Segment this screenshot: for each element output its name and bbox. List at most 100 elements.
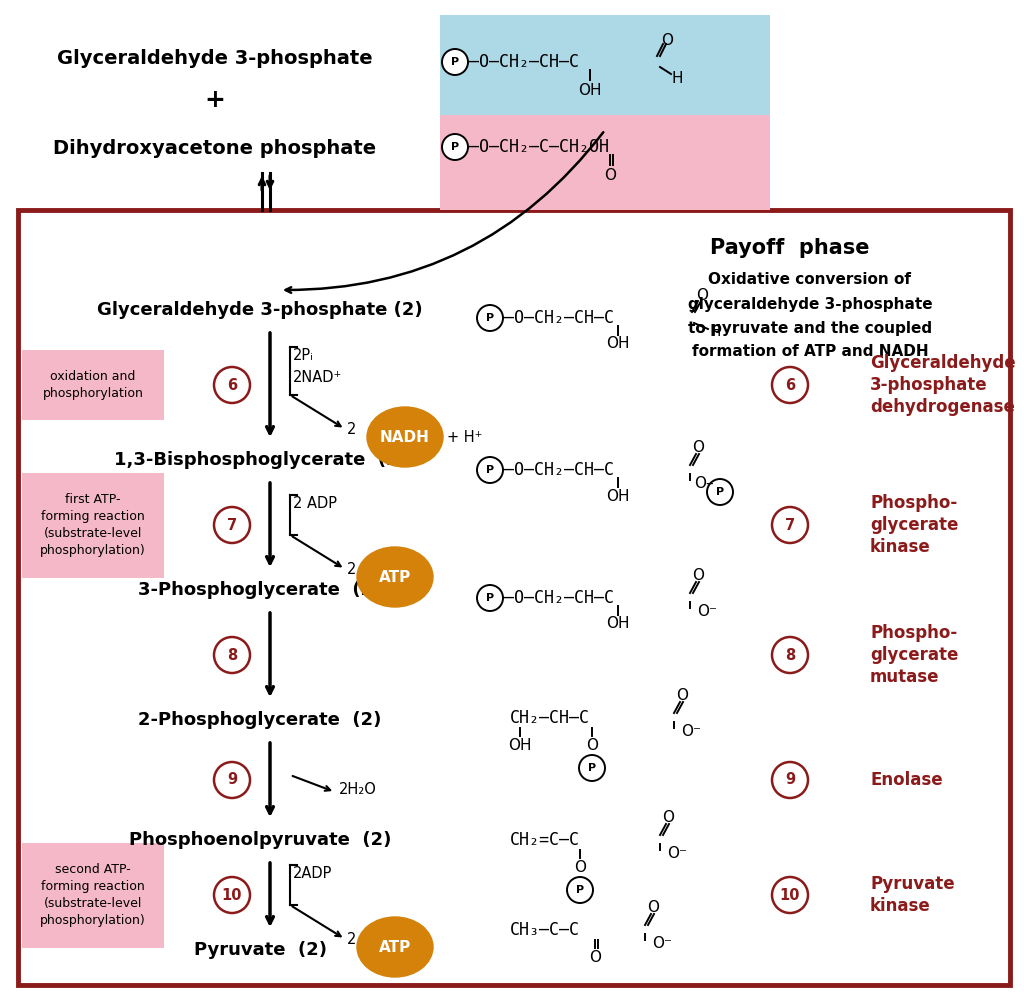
Text: –O–CH₂–C–CH₂OH: –O–CH₂–C–CH₂OH: [469, 138, 609, 156]
Text: H: H: [672, 71, 683, 86]
Text: OH: OH: [606, 617, 630, 632]
Text: P: P: [716, 487, 724, 497]
Circle shape: [772, 762, 808, 798]
Text: 3-Phosphoglycerate  (2): 3-Phosphoglycerate (2): [138, 581, 382, 599]
Text: 2NAD⁺: 2NAD⁺: [293, 369, 342, 384]
Text: CH₂–CH–C: CH₂–CH–C: [510, 709, 590, 727]
Text: 2Pᵢ: 2Pᵢ: [293, 347, 313, 362]
Text: CH₃–C–C: CH₃–C–C: [510, 921, 580, 939]
Bar: [22, 473, 164, 578]
Circle shape: [477, 305, 503, 331]
Text: 2-Phosphoglycerate  (2): 2-Phosphoglycerate (2): [138, 711, 382, 729]
Circle shape: [707, 479, 733, 505]
Text: OH: OH: [606, 488, 630, 504]
Ellipse shape: [367, 407, 443, 467]
Text: + H⁺: + H⁺: [447, 429, 482, 444]
Text: O: O: [696, 288, 708, 303]
Text: O: O: [692, 569, 705, 584]
Circle shape: [772, 637, 808, 673]
Text: oxidation and
phosphorylation: oxidation and phosphorylation: [43, 370, 143, 400]
Text: P: P: [486, 465, 494, 475]
Text: O: O: [604, 168, 616, 183]
Text: O⁻: O⁻: [697, 605, 717, 620]
Circle shape: [579, 755, 605, 781]
Text: ATP: ATP: [379, 570, 411, 585]
Circle shape: [772, 507, 808, 543]
Ellipse shape: [357, 547, 433, 607]
Bar: [22, 843, 164, 948]
Text: 2ADP: 2ADP: [293, 865, 333, 880]
Circle shape: [442, 134, 468, 160]
Text: H: H: [710, 324, 721, 339]
Text: 2H₂O: 2H₂O: [339, 782, 377, 797]
Text: second ATP-
forming reaction
(substrate-level
phosphorylation): second ATP- forming reaction (substrate-…: [40, 863, 145, 927]
Text: Glyceraldehyde 3-phosphate: Glyceraldehyde 3-phosphate: [57, 49, 373, 68]
Text: glyceraldehyde 3-phosphate: glyceraldehyde 3-phosphate: [688, 296, 932, 311]
Circle shape: [214, 637, 250, 673]
Circle shape: [442, 49, 468, 75]
Text: P: P: [486, 313, 494, 323]
Text: 2: 2: [347, 931, 356, 946]
Text: 7: 7: [785, 518, 795, 533]
Circle shape: [567, 877, 593, 903]
Text: 10: 10: [779, 887, 800, 902]
Text: 8: 8: [227, 648, 238, 663]
Text: 1,3-Bisphosphoglycerate  (2): 1,3-Bisphosphoglycerate (2): [114, 451, 407, 469]
Text: O: O: [647, 900, 659, 915]
Text: Enolase: Enolase: [870, 771, 943, 789]
Circle shape: [772, 367, 808, 403]
Text: O⁻: O⁻: [652, 936, 672, 951]
Text: O: O: [692, 440, 705, 455]
Text: ATP: ATP: [379, 939, 411, 954]
Text: Dihydroxyacetone phosphate: Dihydroxyacetone phosphate: [53, 139, 377, 158]
Text: Glyceraldehyde
3-phosphate
dehydrogenase: Glyceraldehyde 3-phosphate dehydrogenase: [870, 354, 1016, 416]
Text: –O–CH₂–CH–C: –O–CH₂–CH–C: [504, 589, 614, 607]
Text: 10: 10: [222, 887, 243, 902]
Text: P: P: [486, 593, 494, 603]
Text: first ATP-
forming reaction
(substrate-level
phosphorylation): first ATP- forming reaction (substrate-l…: [40, 493, 145, 557]
Text: Phospho-
glycerate
kinase: Phospho- glycerate kinase: [870, 494, 958, 556]
Bar: [22, 350, 164, 420]
Text: 9: 9: [227, 772, 238, 787]
Text: to pyruvate and the coupled: to pyruvate and the coupled: [688, 320, 932, 335]
Text: Pyruvate  (2): Pyruvate (2): [194, 941, 327, 959]
Text: O⁻: O⁻: [681, 725, 701, 740]
Circle shape: [214, 762, 250, 798]
Text: 2: 2: [347, 562, 356, 577]
Text: P: P: [451, 142, 459, 152]
Text: O: O: [574, 860, 586, 875]
Text: Payoff  phase: Payoff phase: [711, 238, 869, 258]
Bar: [18, 210, 1010, 985]
Text: +: +: [205, 88, 225, 112]
Text: 7: 7: [227, 518, 238, 533]
Text: NADH: NADH: [380, 429, 430, 444]
Bar: [440, 115, 770, 210]
Text: P: P: [451, 57, 459, 67]
Text: formation of ATP and NADH: formation of ATP and NADH: [691, 344, 929, 359]
Text: Pyruvate
kinase: Pyruvate kinase: [870, 875, 954, 915]
Text: 6: 6: [785, 377, 795, 392]
Circle shape: [214, 507, 250, 543]
Circle shape: [214, 367, 250, 403]
Text: O⁻: O⁻: [667, 846, 687, 861]
Bar: [440, 15, 770, 115]
Text: 9: 9: [785, 772, 795, 787]
Text: O: O: [676, 689, 688, 704]
Text: P: P: [575, 885, 584, 895]
Text: OH: OH: [579, 83, 602, 98]
Text: P: P: [588, 763, 596, 773]
Text: 2 ADP: 2 ADP: [293, 495, 337, 511]
Text: Oxidative conversion of: Oxidative conversion of: [709, 272, 911, 287]
Text: 2: 2: [347, 421, 356, 436]
Text: O–: O–: [694, 476, 714, 491]
Text: 6: 6: [227, 377, 238, 392]
Text: –O–CH₂–CH–C: –O–CH₂–CH–C: [504, 461, 614, 479]
Circle shape: [772, 877, 808, 913]
Text: 8: 8: [784, 648, 795, 663]
Text: Glyceraldehyde 3-phosphate (2): Glyceraldehyde 3-phosphate (2): [97, 301, 423, 319]
Text: Phosphoenolpyruvate  (2): Phosphoenolpyruvate (2): [129, 831, 391, 849]
Ellipse shape: [357, 917, 433, 977]
Text: O: O: [662, 810, 674, 825]
Text: OH: OH: [508, 739, 531, 753]
Text: CH₂=C–C: CH₂=C–C: [510, 831, 580, 849]
